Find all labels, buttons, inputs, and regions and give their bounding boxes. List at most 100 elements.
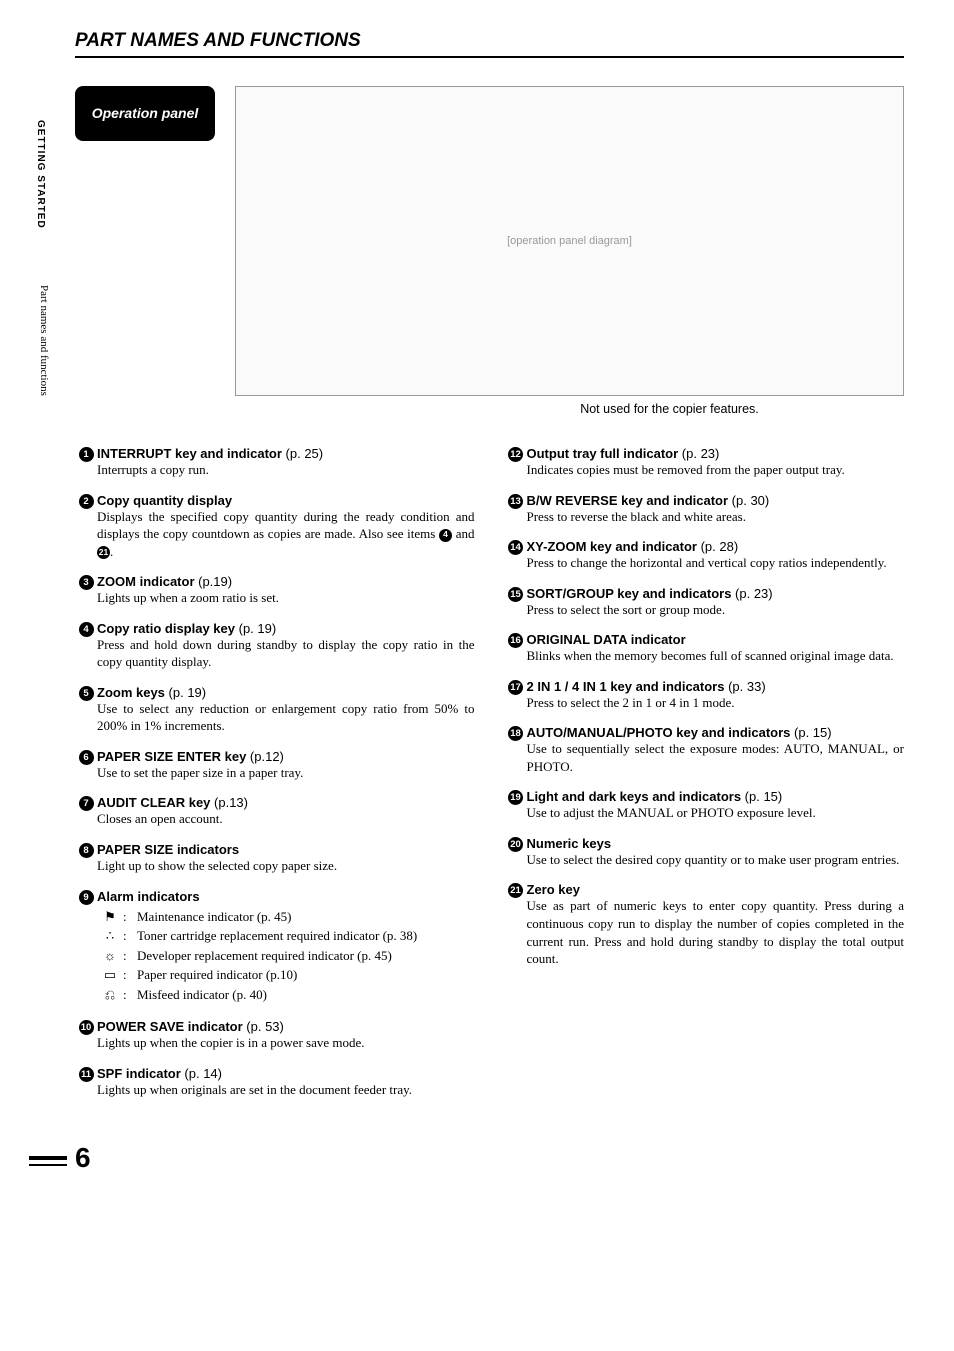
item-title: Copy quantity display	[97, 493, 475, 508]
page-number: 6	[75, 1142, 904, 1174]
item-number-badge: 16	[505, 632, 527, 665]
item-title: Light and dark keys and indicators (p. 1…	[527, 789, 905, 804]
list-item: 19Light and dark keys and indicators (p.…	[505, 789, 905, 822]
item-title: SORT/GROUP key and indicators (p. 23)	[527, 586, 905, 601]
item-title: Copy ratio display key (p. 19)	[97, 621, 475, 636]
item-body: Copy quantity display Displays the speci…	[97, 493, 475, 561]
alarm-icon: ▭	[97, 966, 123, 984]
sub-item: ⎌:Misfeed indicator (p. 40)	[97, 986, 475, 1004]
item-description: Blinks when the memory becomes full of s…	[527, 647, 905, 665]
page-ref: (p. 19)	[169, 685, 207, 700]
item-title: Numeric keys	[527, 836, 905, 851]
item-number-badge: 5	[75, 685, 97, 735]
item-body: PAPER SIZE ENTER key (p.12)Use to set th…	[97, 749, 475, 782]
item-description: Displays the specified copy quantity dur…	[97, 508, 475, 561]
operation-panel-diagram: [operation panel diagram]	[235, 86, 904, 396]
right-column: 12Output tray full indicator (p. 23)Indi…	[505, 446, 905, 1112]
page-title: PART NAMES AND FUNCTIONS	[75, 30, 904, 58]
item-description: Use to sequentially select the exposure …	[527, 740, 905, 775]
item-description: Interrupts a copy run.	[97, 461, 475, 479]
item-description: Use to set the paper size in a paper tra…	[97, 764, 475, 782]
item-description: Use to adjust the MANUAL or PHOTO exposu…	[527, 804, 905, 822]
sub-item-text: Maintenance indicator (p. 45)	[137, 908, 475, 926]
item-title: ZOOM indicator (p.19)	[97, 574, 475, 589]
item-number-badge: 9	[75, 889, 97, 1006]
item-number-badge: 17	[505, 679, 527, 712]
item-title: Zoom keys (p. 19)	[97, 685, 475, 700]
item-body: Zero key Use as part of numeric keys to …	[527, 882, 905, 967]
item-body: Copy ratio display key (p. 19)Press and …	[97, 621, 475, 671]
side-running-head: Part names and functions	[38, 285, 50, 396]
alarm-icon: ∴	[97, 927, 123, 945]
item-description: Use to select the desired copy quantity …	[527, 851, 905, 869]
item-title: PAPER SIZE indicators	[97, 842, 475, 857]
sub-item: ∴:Toner cartridge replacement required i…	[97, 927, 475, 945]
sub-item-text: Paper required indicator (p.10)	[137, 966, 475, 984]
item-description: Lights up when originals are set in the …	[97, 1081, 475, 1099]
page-ref: (p. 23)	[735, 586, 773, 601]
alarm-icon: ⚑	[97, 908, 123, 926]
item-description: Indicates copies must be removed from th…	[527, 461, 905, 479]
page-ref: (p. 33)	[728, 679, 766, 694]
item-number-badge: 1	[75, 446, 97, 479]
item-number-badge: 3	[75, 574, 97, 607]
item-body: SORT/GROUP key and indicators (p. 23)Pre…	[527, 586, 905, 619]
item-body: PAPER SIZE indicators Light up to show t…	[97, 842, 475, 875]
list-item: 21Zero key Use as part of numeric keys t…	[505, 882, 905, 967]
item-number-badge: 6	[75, 749, 97, 782]
item-description: Light up to show the selected copy paper…	[97, 857, 475, 875]
item-title: SPF indicator (p. 14)	[97, 1066, 475, 1081]
page-ref: (p. 15)	[745, 789, 783, 804]
item-description: Press to select the 2 in 1 or 4 in 1 mod…	[527, 694, 905, 712]
list-item: 14XY-ZOOM key and indicator (p. 28)Press…	[505, 539, 905, 572]
list-item: 13B/W REVERSE key and indicator (p. 30)P…	[505, 493, 905, 526]
sub-item-text: Misfeed indicator (p. 40)	[137, 986, 475, 1004]
page-ref: (p. 19)	[239, 621, 277, 636]
item-number-badge: 20	[505, 836, 527, 869]
page-ref: (p. 14)	[184, 1066, 222, 1081]
list-item: 1INTERRUPT key and indicator (p. 25)Inte…	[75, 446, 475, 479]
item-body: XY-ZOOM key and indicator (p. 28)Press t…	[527, 539, 905, 572]
item-body: AUDIT CLEAR key (p.13)Closes an open acc…	[97, 795, 475, 828]
page-ref: (p. 30)	[732, 493, 770, 508]
list-item: 12Output tray full indicator (p. 23)Indi…	[505, 446, 905, 479]
list-item: 20Numeric keys Use to select the desired…	[505, 836, 905, 869]
list-item: 11SPF indicator (p. 14)Lights up when or…	[75, 1066, 475, 1099]
top-area: Operation panel [operation panel diagram…	[75, 86, 904, 416]
sub-item: ▭:Paper required indicator (p.10)	[97, 966, 475, 984]
item-body: Numeric keys Use to select the desired c…	[527, 836, 905, 869]
item-body: B/W REVERSE key and indicator (p. 30)Pre…	[527, 493, 905, 526]
item-number-badge: 18	[505, 725, 527, 775]
operation-panel-card: Operation panel	[75, 86, 215, 141]
item-body: AUTO/MANUAL/PHOTO key and indicators (p.…	[527, 725, 905, 775]
item-number-badge: 4	[75, 621, 97, 671]
side-tab: GETTING STARTED	[35, 120, 46, 229]
list-item: 9Alarm indicators ⚑:Maintenance indicato…	[75, 889, 475, 1006]
list-item: 10POWER SAVE indicator (p. 53)Lights up …	[75, 1019, 475, 1052]
item-number-badge: 14	[505, 539, 527, 572]
item-description: Use as part of numeric keys to enter cop…	[527, 897, 905, 967]
item-description: Press to select the sort or group mode.	[527, 601, 905, 619]
item-title: B/W REVERSE key and indicator (p. 30)	[527, 493, 905, 508]
item-body: INTERRUPT key and indicator (p. 25)Inter…	[97, 446, 475, 479]
item-title: ORIGINAL DATA indicator	[527, 632, 905, 647]
item-body: Zoom keys (p. 19)Use to select any reduc…	[97, 685, 475, 735]
alarm-icon: ⎌	[97, 986, 123, 1004]
item-body: Alarm indicators ⚑:Maintenance indicator…	[97, 889, 475, 1006]
item-title: Output tray full indicator (p. 23)	[527, 446, 905, 461]
list-item: 18AUTO/MANUAL/PHOTO key and indicators (…	[505, 725, 905, 775]
diagram-caption: Not used for the copier features.	[435, 402, 904, 416]
item-number-badge: 7	[75, 795, 97, 828]
list-item: 8PAPER SIZE indicators Light up to show …	[75, 842, 475, 875]
description-columns: 1INTERRUPT key and indicator (p. 25)Inte…	[75, 446, 904, 1112]
item-description: Lights up when the copier is in a power …	[97, 1034, 475, 1052]
item-number-badge: 10	[75, 1019, 97, 1052]
item-number-badge: 13	[505, 493, 527, 526]
item-number-badge: 2	[75, 493, 97, 561]
alarm-icon: ☼	[97, 947, 123, 965]
list-item: 16ORIGINAL DATA indicator Blinks when th…	[505, 632, 905, 665]
page-ref: (p. 15)	[794, 725, 832, 740]
item-body: Output tray full indicator (p. 23)Indica…	[527, 446, 905, 479]
item-number-badge: 21	[505, 882, 527, 967]
item-title: AUTO/MANUAL/PHOTO key and indicators (p.…	[527, 725, 905, 740]
